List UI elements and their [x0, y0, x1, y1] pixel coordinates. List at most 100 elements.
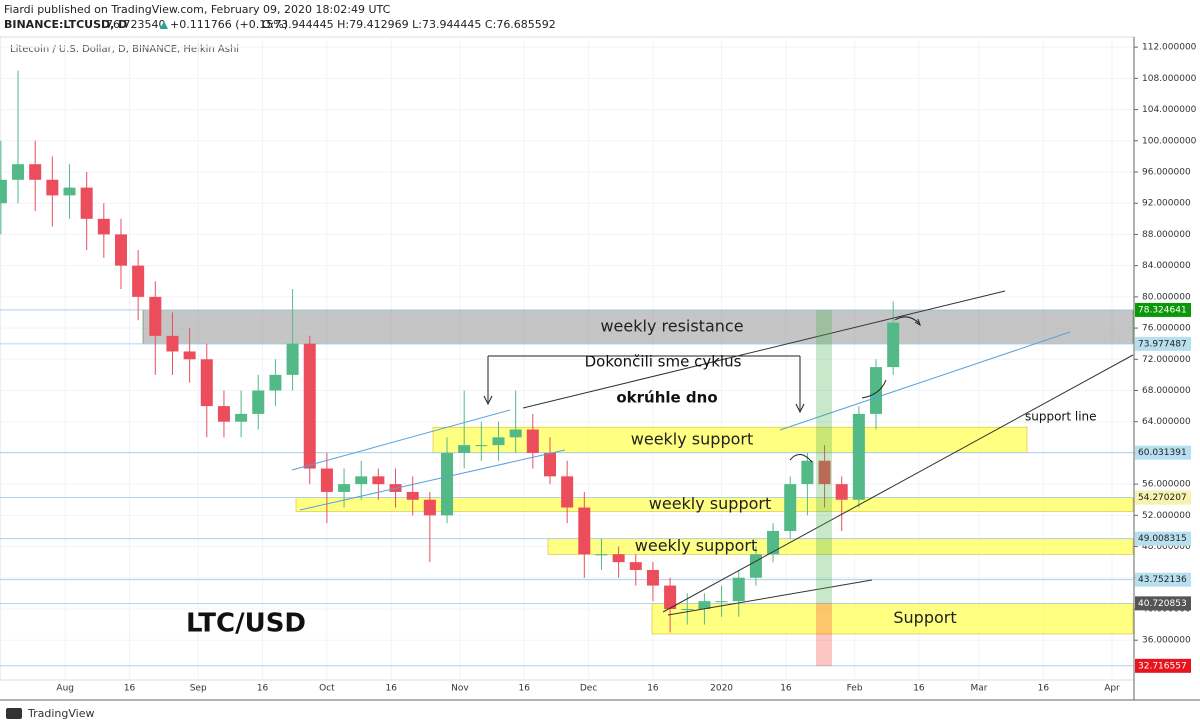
bracket — [487, 355, 801, 410]
candle-body — [887, 322, 900, 368]
candle-body — [46, 179, 59, 196]
ohlc: O:73.944445 H:79.412969 L:73.944445 C:76… — [262, 18, 556, 31]
y-tick-label: 80.000000 — [1142, 292, 1191, 302]
y-tick-label: 84.000000 — [1142, 261, 1191, 271]
zone — [651, 603, 1134, 635]
candle-body — [132, 265, 145, 297]
price-tag-label: 40.720853 — [1138, 599, 1187, 609]
price: 76.723540 — [106, 18, 166, 31]
candle-body — [200, 359, 213, 407]
y-tick-label: 64.000000 — [1142, 417, 1191, 427]
x-tick-label: Oct — [319, 684, 335, 694]
x-tick-label: Apr — [1104, 684, 1120, 694]
price-tag — [1135, 490, 1191, 505]
candle-body — [732, 577, 745, 602]
candle-body — [578, 507, 591, 555]
price-tag-label: 78.324641 — [1138, 305, 1187, 315]
price-tag-label: 73.977487 — [1138, 339, 1187, 349]
under-layer — [0, 37, 1134, 680]
candle-body — [475, 445, 488, 447]
candle-body — [801, 460, 814, 485]
candle-body — [698, 601, 711, 609]
annotation: support line — [1025, 410, 1097, 424]
candle-body — [183, 351, 196, 360]
curve-arrow — [894, 316, 921, 327]
y-tick-label: 104.000000 — [1142, 105, 1197, 115]
x-tick-label: Feb — [847, 684, 863, 694]
y-tick-label: 76.000000 — [1142, 324, 1191, 334]
x-tick-label: 16 — [780, 684, 792, 694]
annotation: LTC/USD — [186, 609, 306, 639]
highlight-band — [816, 310, 832, 603]
candle-body — [269, 374, 282, 391]
price-tag-label: 43.752136 — [1138, 575, 1187, 585]
candle-body — [458, 445, 471, 453]
x-tick-label: Sep — [190, 684, 207, 694]
candle-body — [252, 390, 265, 414]
logo-icon — [6, 708, 22, 719]
candle-body — [681, 608, 694, 610]
candle-body — [646, 569, 659, 586]
x-tick-label: 16 — [519, 684, 531, 694]
candle-body — [526, 429, 539, 453]
x-tick-label: 16 — [386, 684, 398, 694]
annotation: okrúhle dno — [616, 389, 717, 407]
x-tick-label: Aug — [56, 684, 74, 694]
price-tag — [1135, 445, 1191, 460]
y-tick-label: 112.000000 — [1142, 43, 1197, 53]
zone-label: weekly support — [631, 429, 753, 448]
candle-body — [664, 585, 677, 609]
candle-body — [372, 476, 385, 485]
candle-body — [870, 367, 883, 414]
symbol-title: Litecoin / U.S. Dollar, D, BINANCE, Heik… — [10, 44, 239, 55]
price-tag — [1135, 572, 1191, 587]
x-tick-label: 16 — [124, 684, 136, 694]
y-tick-label: 108.000000 — [1142, 74, 1197, 84]
price-tag — [1135, 596, 1191, 611]
candle-body — [629, 562, 642, 570]
trend-line — [522, 290, 1006, 409]
candle-body — [80, 187, 93, 219]
support-trend-line — [662, 354, 1134, 613]
candles — [0, 70, 900, 633]
axes: 36.00000040.00000044.00000048.00000052.0… — [56, 43, 1196, 694]
candle-body — [0, 179, 7, 204]
curve-arrow — [861, 379, 887, 399]
x-tick-label: Mar — [970, 684, 987, 694]
x-tick-label: Nov — [451, 684, 469, 694]
price-tag — [1135, 658, 1191, 673]
y-tick-label: 96.000000 — [1142, 167, 1191, 177]
trend-line — [667, 579, 873, 616]
price-tag-label: 49.008315 — [1138, 534, 1187, 544]
channel-line — [299, 449, 566, 511]
channel-line — [291, 409, 511, 471]
zone — [142, 309, 1134, 345]
candle-body — [509, 429, 522, 438]
candle-body — [595, 554, 608, 556]
y-tick-label: 92.000000 — [1142, 199, 1191, 209]
y-tick-label: 88.000000 — [1142, 230, 1191, 240]
zone-label: weekly resistance — [600, 316, 743, 335]
candle-body — [12, 164, 25, 180]
x-tick-label: 16 — [257, 684, 269, 694]
price-tag-label: 54.270207 — [1138, 493, 1187, 503]
zone-label: weekly support — [649, 494, 771, 513]
y-tick-label: 56.000000 — [1142, 480, 1191, 490]
x-tick-label: 16 — [1038, 684, 1050, 694]
candle-body — [235, 413, 248, 422]
candle-body — [749, 554, 762, 578]
y-tick-label: 52.000000 — [1142, 511, 1191, 521]
candle-body — [423, 499, 436, 516]
candle-body — [818, 460, 831, 485]
candle-body — [543, 452, 556, 477]
candle-body — [561, 476, 574, 508]
zone-label: Support — [893, 608, 956, 627]
price-tag — [1135, 302, 1191, 317]
x-tick-label: Dec — [580, 684, 597, 694]
candle-body — [286, 343, 299, 375]
y-tick-label: 48.000000 — [1142, 542, 1191, 552]
candle-body — [852, 413, 865, 500]
candle-body — [217, 406, 230, 422]
candle-body — [114, 234, 127, 266]
